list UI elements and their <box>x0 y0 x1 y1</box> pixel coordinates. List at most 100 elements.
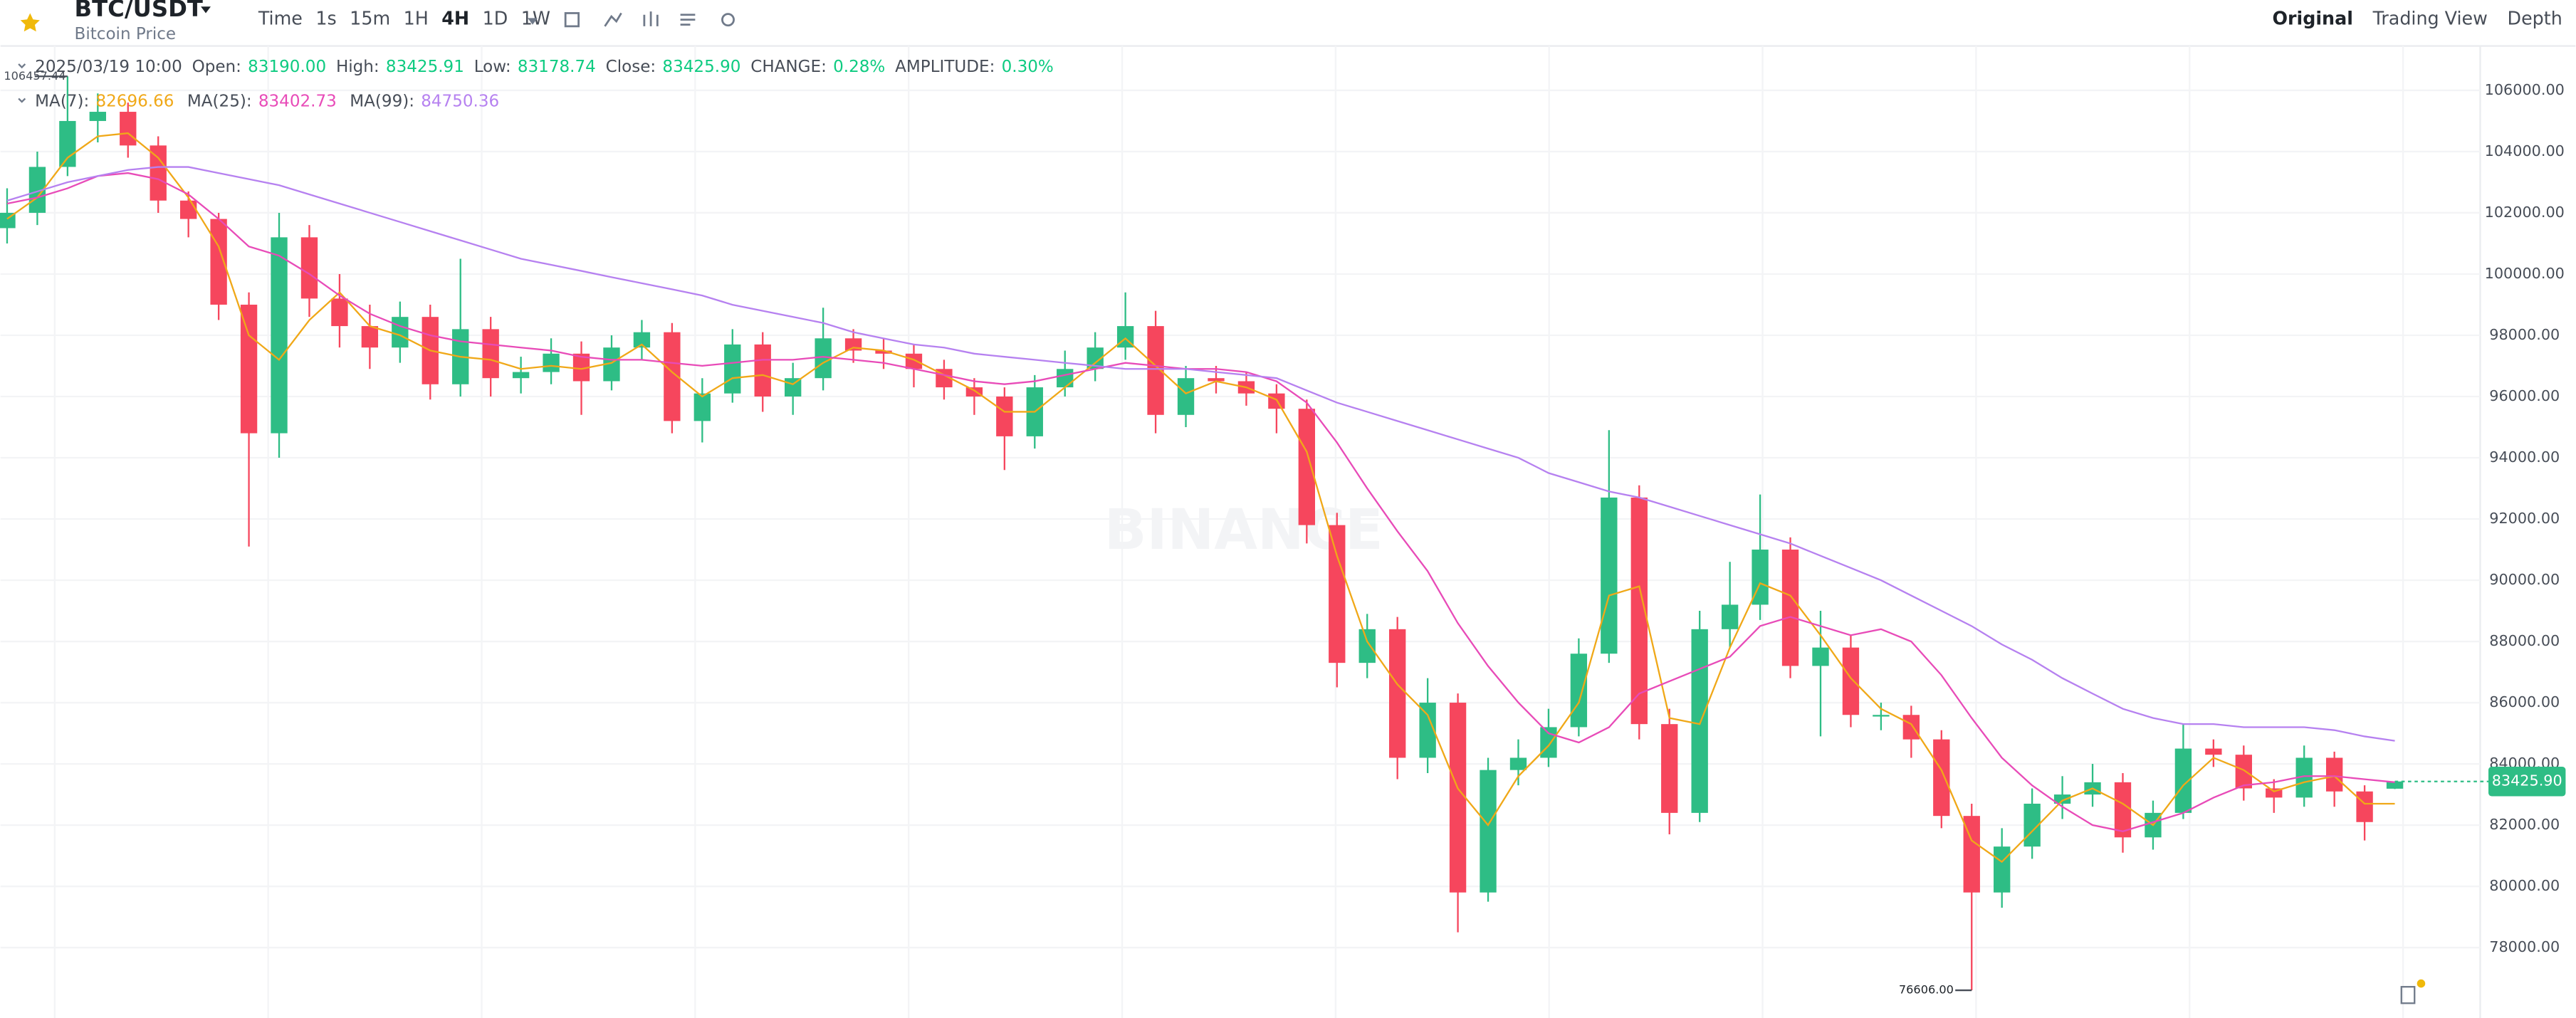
corner-icon[interactable] <box>2400 986 2416 1004</box>
info-line: 2025/03/19 10:00 Open: 83190.00 High: 83425.… <box>35 58 1054 76</box>
tool-icon[interactable] <box>721 13 735 27</box>
candle-body <box>754 344 771 397</box>
candle-body <box>1902 715 1920 740</box>
ma-line <box>6 172 2395 832</box>
y-tick-label: 86000.00 <box>2489 693 2560 710</box>
tool-icon[interactable] <box>643 11 659 26</box>
y-tick-label: 78000.00 <box>2489 938 2560 955</box>
y-tick-label: 100000.00 <box>2485 265 2565 282</box>
tool-icon[interactable] <box>604 12 622 27</box>
info-text: MA(99): <box>350 93 414 111</box>
candle-body <box>1509 757 1527 770</box>
interval-dropdown[interactable] <box>528 18 538 25</box>
y-tick-label: 104000.00 <box>2485 142 2565 159</box>
info-text: Low: <box>474 58 511 76</box>
y-tick-label: 94000.00 <box>2489 448 2560 466</box>
candle-body <box>1208 378 1225 382</box>
candle-body <box>1480 770 1497 893</box>
candle-body <box>1389 629 1406 758</box>
candle-body <box>633 332 651 348</box>
symbol-dropdown[interactable] <box>201 6 211 14</box>
symbol[interactable]: BTC/USDT <box>75 0 203 22</box>
view-tab[interactable]: Trading View <box>2372 8 2488 29</box>
candle-body <box>724 344 741 394</box>
interval-tab[interactable]: 1D <box>483 8 508 29</box>
candle-body <box>2325 757 2343 792</box>
candle-body <box>512 372 530 379</box>
y-tick-label: 102000.00 <box>2485 204 2565 221</box>
candle-body <box>2114 782 2132 838</box>
y-tick-label: 80000.00 <box>2489 877 2560 894</box>
candle-body <box>392 317 409 348</box>
info-text: Open: <box>192 58 241 76</box>
candle-body <box>361 326 379 348</box>
candle-body <box>179 200 197 219</box>
candle-body <box>2053 794 2071 804</box>
candle-body <box>1994 846 2011 893</box>
chevrons <box>18 63 26 103</box>
candle-body <box>1087 347 1104 369</box>
legend: MA(7): 82696.66 MA(25): 83402.73 MA(99): 8475… <box>35 93 499 111</box>
plot: 78000.0080000.0082000.0084000.0086000.00… <box>0 46 2566 1018</box>
interval-tab[interactable]: 1H <box>404 8 429 29</box>
candle-body <box>331 298 348 327</box>
candle-body <box>664 332 681 421</box>
interval-tab[interactable]: 4H <box>441 8 469 29</box>
y-tick-label: 106000.00 <box>2485 81 2565 98</box>
tool-icon[interactable] <box>564 12 580 28</box>
candle-body <box>693 393 711 421</box>
info-text: 84750.36 <box>421 93 499 111</box>
candle-body <box>875 350 892 354</box>
toolbar <box>564 11 735 28</box>
min-label: 76606.00 <box>1899 983 1954 997</box>
candle-body <box>1147 326 1164 415</box>
candle-body <box>240 304 258 434</box>
max-label: 106457.44 <box>4 69 66 83</box>
y-tick-label: 88000.00 <box>2489 632 2560 649</box>
y-tick-label: 82000.00 <box>2489 816 2560 833</box>
corner-dot <box>2417 979 2426 988</box>
info-text: 83425.91 <box>386 58 464 76</box>
info-text: High: <box>336 58 379 76</box>
info-text: MA(7): <box>35 93 89 111</box>
interval-tab[interactable]: Time <box>258 8 303 29</box>
candle-body <box>572 353 590 382</box>
candle-body <box>2235 755 2252 789</box>
candle-body <box>89 112 106 121</box>
interval-tab[interactable]: 15m <box>350 8 390 29</box>
candle-body <box>271 237 288 434</box>
candle-body <box>120 112 137 146</box>
y-tick-label: 96000.00 <box>2489 387 2560 404</box>
candle-body <box>1419 703 1436 758</box>
candle-body <box>59 120 76 167</box>
candle-body <box>1630 497 1648 725</box>
info-text: 0.30% <box>1002 58 1054 76</box>
candle-body <box>1057 369 1074 388</box>
candle-body <box>1933 739 1950 817</box>
collapse-icon[interactable] <box>18 63 26 69</box>
subtitle[interactable]: Bitcoin Price <box>75 25 177 43</box>
candle-body <box>1781 550 1799 666</box>
ma-line <box>6 166 2395 742</box>
collapse-icon[interactable] <box>18 98 26 103</box>
view-tab[interactable]: Depth <box>2508 8 2562 29</box>
info-text: MA(25): <box>187 93 252 111</box>
candle-body <box>2295 757 2313 798</box>
interval-tab[interactable]: 1s <box>315 8 336 29</box>
info-text: 0.28% <box>833 58 885 76</box>
y-tick-label: 90000.00 <box>2489 571 2560 588</box>
candle-body <box>300 237 318 299</box>
candle-body <box>1873 715 1890 717</box>
info-text: 83178.74 <box>518 58 596 76</box>
candle-body <box>150 145 167 201</box>
view-tab[interactable]: Original <box>2272 8 2352 29</box>
candle-body <box>2174 748 2192 813</box>
candle-body <box>1449 703 1467 893</box>
candle-body <box>2356 791 2373 822</box>
favorite-star[interactable] <box>20 13 40 32</box>
tool-icon[interactable] <box>680 14 696 26</box>
candle-body <box>1329 525 1346 663</box>
candle-body <box>1661 724 1678 813</box>
